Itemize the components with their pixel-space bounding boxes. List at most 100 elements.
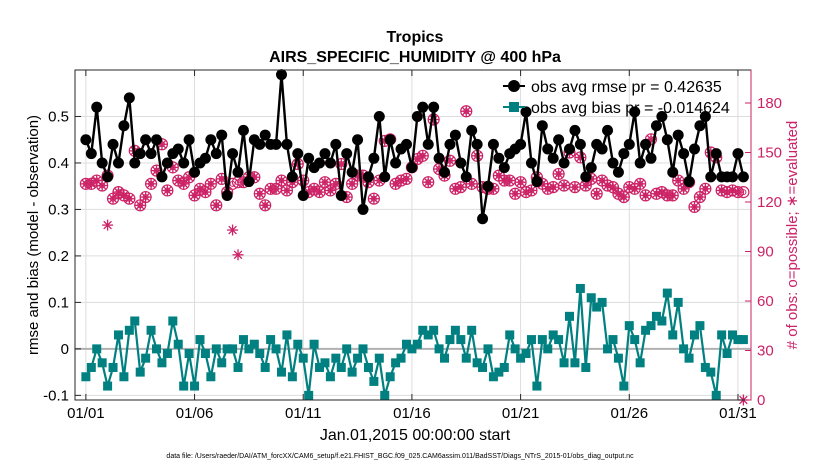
rmse-point xyxy=(580,171,592,183)
rmse-point xyxy=(161,157,173,169)
bias-point xyxy=(211,344,221,354)
rmse-point xyxy=(314,157,326,169)
asterisk-stroke xyxy=(559,181,569,190)
rmse-point xyxy=(102,171,114,183)
bias-point xyxy=(706,367,716,377)
asterisk-stroke xyxy=(391,179,400,189)
bias-point xyxy=(315,362,325,372)
bias-point xyxy=(608,335,618,345)
obs-evaluated-point xyxy=(324,184,336,196)
rmse-point xyxy=(346,166,358,178)
rmse-point xyxy=(112,157,124,169)
bias-point xyxy=(396,353,406,363)
bias-point xyxy=(728,330,738,340)
bias-point xyxy=(700,362,710,372)
obs-evaluated-point xyxy=(607,181,619,193)
rmse-point xyxy=(482,180,494,192)
rmse-point xyxy=(536,120,548,132)
asterisk-stroke xyxy=(309,184,319,194)
y-tick-label: 0.5 xyxy=(48,108,69,125)
bias-point xyxy=(597,297,607,307)
rmse-point xyxy=(400,138,412,150)
obs-evaluated-point xyxy=(140,191,152,203)
bias-point xyxy=(423,330,433,340)
bias-point xyxy=(276,367,286,377)
bias-point xyxy=(603,344,613,354)
rmse-point xyxy=(335,189,347,201)
asterisk-stroke xyxy=(233,250,243,260)
bias-point xyxy=(554,335,564,345)
obs-evaluated-point xyxy=(591,188,603,200)
asterisk-stroke xyxy=(635,179,645,189)
y-tick-label: 0.2 xyxy=(48,248,69,265)
bias-point xyxy=(298,353,308,363)
rmse-point xyxy=(618,148,630,160)
obs-evaluated-point xyxy=(422,176,434,188)
asterisk-stroke xyxy=(195,184,205,194)
rmse-point xyxy=(645,152,657,164)
asterisk-stroke xyxy=(717,186,726,195)
bias-point xyxy=(331,353,341,363)
rmse-point xyxy=(449,129,461,141)
rmse-point xyxy=(585,162,597,174)
bias-point xyxy=(266,335,276,345)
bias-point xyxy=(135,367,145,377)
data-file-footer: data file: /Users/raeder/DAI/ATM_forcXX/… xyxy=(166,453,634,460)
bias-point xyxy=(282,330,292,340)
rmse-point xyxy=(705,171,717,183)
rmse-point xyxy=(216,129,228,141)
asterisk-stroke xyxy=(554,169,563,179)
bias-point xyxy=(293,339,303,349)
asterisk-stroke xyxy=(668,191,678,200)
rmse-point xyxy=(531,176,543,188)
asterisk-stroke xyxy=(641,191,650,200)
x-tick-label: 01/16 xyxy=(393,405,431,422)
rmse-point xyxy=(330,138,342,150)
bias-point xyxy=(412,339,422,349)
bias-point xyxy=(157,358,167,368)
bias-point xyxy=(353,353,363,363)
obs-evaluated-point xyxy=(178,178,190,190)
rmse-point xyxy=(357,203,369,215)
chart-title: Tropics xyxy=(387,29,444,46)
bias-point xyxy=(673,297,683,307)
rmse-point xyxy=(493,152,505,164)
bias-point xyxy=(537,335,547,345)
rmse-point xyxy=(352,134,364,146)
rmse-point xyxy=(237,124,249,136)
asterisk-stroke xyxy=(456,182,466,192)
obs-evaluated-point xyxy=(553,168,565,180)
bias-point xyxy=(168,316,178,326)
asterisk-stroke xyxy=(206,179,216,189)
asterisk-stroke xyxy=(277,176,286,185)
rmse-point xyxy=(422,138,434,150)
asterisk-stroke xyxy=(690,202,699,212)
rmse-point xyxy=(607,157,619,169)
asterisk-stroke xyxy=(516,177,525,187)
asterisk-stroke xyxy=(592,189,601,199)
asterisk-stroke xyxy=(451,184,460,194)
bias-point xyxy=(320,358,330,368)
rmse-point xyxy=(688,143,700,155)
y-axis-right-label: # of obs: o=possible; ∗=evaluated xyxy=(784,121,801,350)
rmse-point xyxy=(178,157,190,169)
bias-point xyxy=(304,390,314,400)
asterisk-stroke xyxy=(396,176,406,185)
asterisk-stroke xyxy=(597,176,607,185)
obs-evaluated-point xyxy=(515,176,527,188)
rmse-point xyxy=(379,171,391,183)
obs-evaluated-point xyxy=(254,188,266,200)
asterisk-stroke xyxy=(538,179,547,189)
rmse-point xyxy=(91,101,103,113)
rmse-point xyxy=(183,134,195,146)
bias-point xyxy=(521,349,531,359)
asterisk-stroke xyxy=(255,189,265,199)
rmse-point xyxy=(678,148,690,160)
rmse-point xyxy=(558,157,570,169)
obs-evaluated-point xyxy=(390,178,402,190)
asterisk-stroke xyxy=(201,187,210,197)
bias-point xyxy=(190,381,200,391)
rmse-point xyxy=(134,148,146,160)
bias-point xyxy=(619,381,629,391)
bias-point xyxy=(347,367,357,377)
